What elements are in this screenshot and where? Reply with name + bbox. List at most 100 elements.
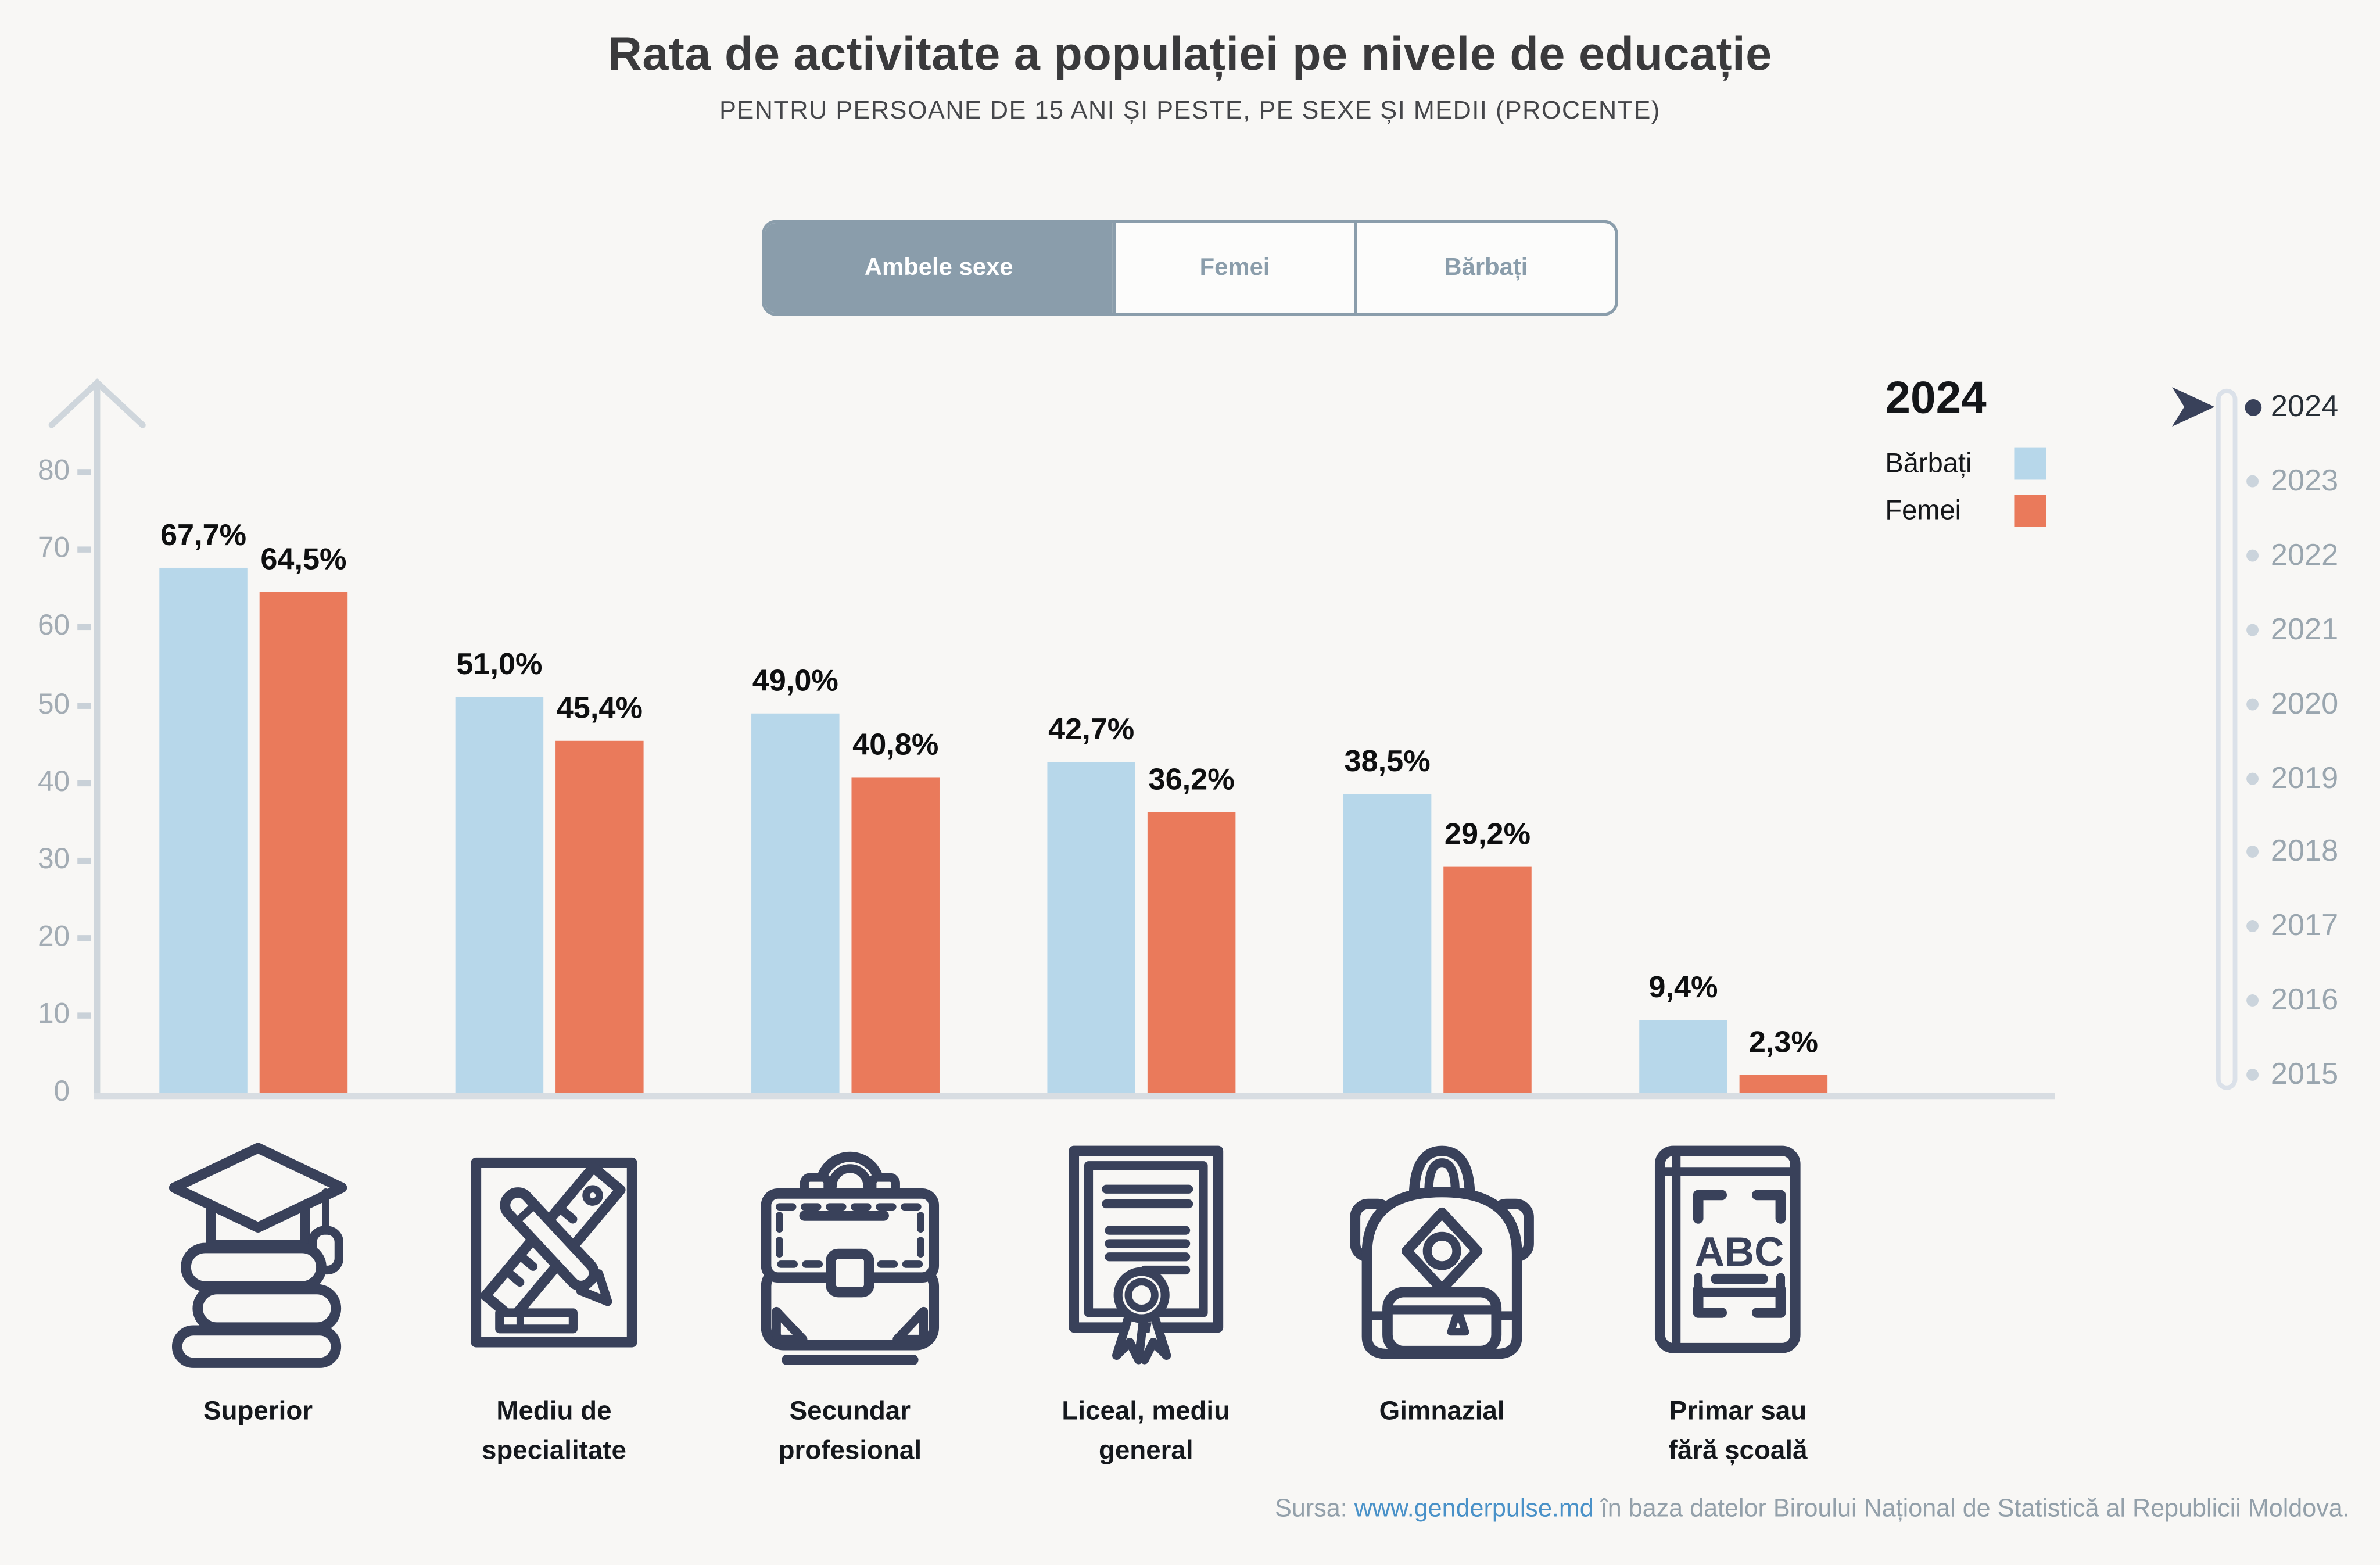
- source-suffix: în baza datelor Biroului Național de Sta…: [1593, 1495, 2350, 1523]
- y-axis-label-0: 0: [53, 1076, 70, 1108]
- y-axis-arrow-icon: [48, 378, 146, 428]
- bar-value-label: 29,2%: [1444, 818, 1531, 852]
- bar-bărbați-6: [1639, 1020, 1727, 1093]
- category-label-5: Gimnazial: [1379, 1395, 1505, 1426]
- bar-value-label: 9,4%: [1648, 971, 1718, 1005]
- bar-value-label: 36,2%: [1148, 763, 1235, 797]
- legend-label: Femei: [1885, 495, 1962, 525]
- legend-swatch: [2014, 495, 2046, 527]
- timeline-dot-2021[interactable]: [2246, 623, 2259, 636]
- bar-bărbați-4: [1047, 762, 1135, 1093]
- bar-bărbați-1: [159, 567, 248, 1093]
- tab-bărbați[interactable]: Bărbați: [1354, 223, 1615, 313]
- y-axis-label-80: 80: [37, 456, 70, 488]
- timeline-year-2022[interactable]: 2022: [2270, 538, 2339, 572]
- y-axis-label-70: 70: [37, 533, 70, 565]
- y-axis-label-30: 30: [37, 843, 70, 876]
- page-title: Rata de activitate a populației pe nivel…: [608, 27, 1772, 81]
- timeline-year-2023[interactable]: 2023: [2270, 464, 2339, 498]
- timeline-dot-2016[interactable]: [2246, 994, 2259, 1007]
- timeline-year-2016[interactable]: 2016: [2270, 984, 2339, 1018]
- timeline-year-2019[interactable]: 2019: [2270, 761, 2339, 795]
- tab-ambele-sexe[interactable]: Ambele sexe: [765, 223, 1113, 313]
- legend-item-bărbați: Bărbați: [1885, 447, 2082, 480]
- source-prefix: Sursa:: [1275, 1495, 1354, 1523]
- bar-femei-3: [851, 777, 940, 1093]
- y-axis-line: [94, 385, 101, 1097]
- timeline-dot-2020[interactable]: [2246, 697, 2259, 710]
- y-axis-label-60: 60: [37, 611, 70, 643]
- timeline-dot-2019[interactable]: [2246, 772, 2259, 785]
- bar-group-1: 67,7% 64,5%: [152, 0, 364, 1093]
- timeline-dot-2023[interactable]: [2246, 475, 2259, 488]
- bar-value-label: 64,5%: [260, 543, 347, 577]
- briefcase-icon: [761, 1151, 940, 1365]
- timeline-year-2018[interactable]: 2018: [2270, 835, 2339, 869]
- bar-femei-5: [1443, 866, 1532, 1093]
- legend-label: Bărbați: [1885, 447, 1972, 478]
- chart-legend: 2024 Bărbați Femei: [1885, 374, 2082, 527]
- y-axis-tick: [77, 702, 91, 708]
- timeline-year-2017[interactable]: 2017: [2270, 909, 2339, 943]
- bar-value-label: 45,4%: [556, 692, 643, 726]
- year-timeline: 2024 2023 2022 2021 2020 2019 2018 2017 2016 2015: [2171, 374, 2380, 1110]
- timeline-year-2021[interactable]: 2021: [2270, 613, 2339, 646]
- timeline-dot-2024[interactable]: [2244, 398, 2261, 416]
- timeline-year-2015[interactable]: 2015: [2270, 1058, 2339, 1092]
- bar-bărbați-3: [751, 713, 840, 1093]
- education-icon-primar: ABC: [1632, 1136, 1844, 1378]
- bar-femei-4: [1147, 812, 1236, 1093]
- ruler-pencil-icon: [471, 1157, 637, 1348]
- y-axis-tick: [77, 469, 91, 476]
- timeline-dot-2022[interactable]: [2246, 549, 2259, 561]
- education-icon-liceal: [1040, 1136, 1252, 1378]
- source-link[interactable]: www.genderpulse.md: [1354, 1495, 1594, 1523]
- y-axis-tick: [77, 934, 91, 941]
- y-axis-label-10: 10: [37, 998, 70, 1031]
- legend-item-femei: Femei: [1885, 495, 2082, 527]
- bar-value-label: 49,0%: [752, 665, 838, 699]
- bar-value-label: 38,5%: [1344, 745, 1431, 779]
- education-icon-mediu-specialitate: [448, 1136, 661, 1378]
- backpack-icon: [1350, 1145, 1534, 1359]
- bar-value-label: 40,8%: [852, 728, 939, 762]
- sex-filter-tabs: Ambele sexe Femei Bărbați: [762, 220, 1618, 316]
- education-icon-gimnazial: [1336, 1136, 1549, 1378]
- category-label-6: Primar sau fără școală: [1668, 1395, 1808, 1465]
- y-axis-label-20: 20: [37, 921, 70, 953]
- bar-value-label: 67,7%: [160, 519, 247, 553]
- bar-value-label: 2,3%: [1748, 1026, 1818, 1060]
- bar-group-3: 49,0% 40,8%: [744, 0, 956, 1093]
- bar-femei-2: [555, 740, 644, 1093]
- timeline-dot-2018[interactable]: [2246, 846, 2259, 858]
- abc-book-icon: ABC: [1654, 1145, 1801, 1353]
- diploma-icon: [1069, 1145, 1224, 1365]
- category-label-2: Mediu de specialitate: [481, 1395, 626, 1465]
- education-icon-secundar-profesional: [744, 1136, 956, 1378]
- timeline-year-2024[interactable]: 2024: [2270, 390, 2339, 424]
- page-subtitle: PENTRU PERSOANE DE 15 ANI ȘI PESTE, PE S…: [719, 97, 1661, 125]
- y-axis-tick: [77, 779, 91, 786]
- bar-bărbați-5: [1343, 794, 1432, 1093]
- timeline-dot-2015[interactable]: [2246, 1069, 2259, 1081]
- y-axis-tick: [77, 857, 91, 864]
- bar-bărbați-2: [455, 697, 544, 1093]
- bar-group-4: 42,7% 36,2%: [1040, 0, 1252, 1093]
- bar-femei-1: [259, 592, 348, 1093]
- category-label-4: Liceal, mediu general: [1062, 1395, 1231, 1465]
- y-axis-tick: [77, 624, 91, 631]
- books-graduation-cap-icon: [169, 1143, 347, 1368]
- bar-group-6: 9,4% 2,3%: [1632, 0, 1844, 1093]
- timeline-track[interactable]: [2216, 388, 2238, 1090]
- bar-value-label: 51,0%: [456, 648, 543, 682]
- category-label-1: Superior: [203, 1395, 313, 1426]
- timeline-dot-2017[interactable]: [2246, 920, 2259, 933]
- bar-femei-6: [1739, 1075, 1828, 1093]
- tab-femei[interactable]: Femei: [1112, 223, 1354, 313]
- x-axis-baseline: [94, 1093, 2055, 1100]
- y-axis-label-40: 40: [37, 766, 70, 798]
- timeline-year-2020[interactable]: 2020: [2270, 687, 2339, 721]
- timeline-arrow-icon[interactable]: [2172, 387, 2217, 427]
- bar-group-5: 38,5% 29,2%: [1336, 0, 1549, 1093]
